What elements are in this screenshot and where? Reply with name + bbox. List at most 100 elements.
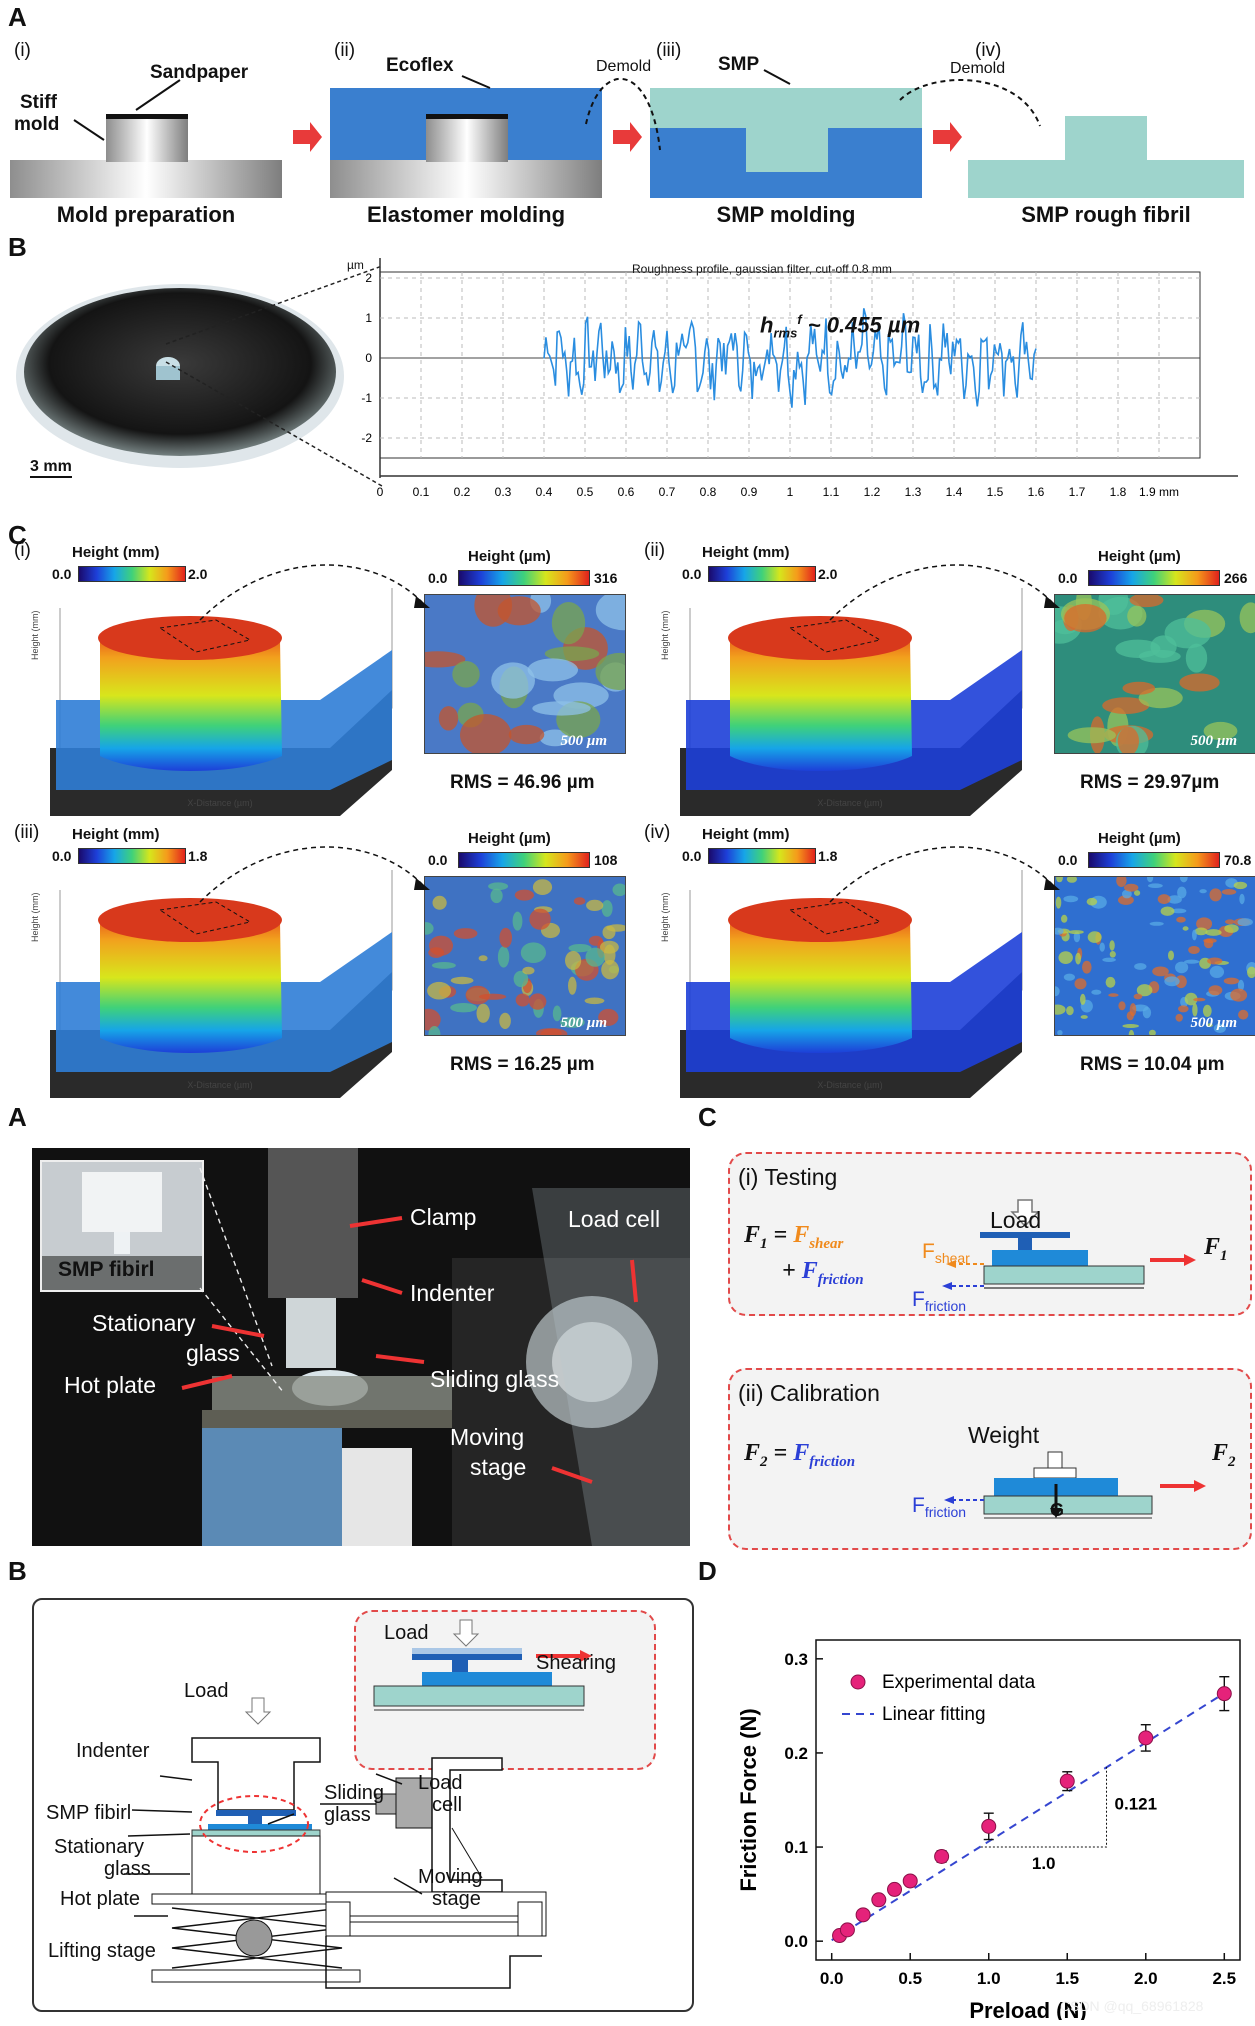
- topo-map-feature: [612, 883, 625, 897]
- topo-map-feature: [551, 602, 586, 645]
- topo-map-feature: [586, 899, 604, 911]
- roughness-annotation: hrmsf ~ 0.455 µm: [760, 312, 920, 341]
- friction-x-tick-label: 2.5: [1212, 1969, 1236, 1988]
- topo-map-feature: [1148, 883, 1163, 888]
- topo-hum-label: Height (µm): [468, 830, 551, 847]
- watermark: CSDN @qq_68961828: [1060, 1998, 1204, 2014]
- topo-map-feature: [1237, 918, 1253, 927]
- topo-hmm-label: Height (mm): [702, 826, 790, 843]
- topography-panel: (i) Height (mm) 0.0 2.0 Height (µm) 0.0 …: [10, 540, 630, 820]
- topo-map-feature: [1134, 963, 1147, 970]
- eq-ffriction: F: [801, 1258, 818, 1284]
- topo-zoom-arrow: [199, 564, 430, 621]
- schematic-stationary: Stationary: [54, 1836, 145, 1858]
- topo-map-feature: [529, 908, 551, 930]
- topo-map-feature: [1147, 877, 1154, 883]
- calibration-ffriction-label: Ffriction: [912, 1494, 966, 1520]
- roughness-profile-line: [543, 308, 1037, 408]
- topo-surface-map: 500 µm: [424, 594, 626, 754]
- roughness-grid: [379, 258, 1238, 478]
- topo-x-axis-label: X-Distance (µm): [817, 798, 882, 808]
- panel-letter-top-b: B: [8, 232, 27, 262]
- topo-hmm-min: 0.0: [682, 848, 702, 864]
- topo-map-feature: [1124, 883, 1139, 892]
- schematic-sliding: Sliding: [324, 1782, 385, 1804]
- topo-map-feature: [1116, 877, 1127, 887]
- friction-x-tick-label: 0.5: [898, 1969, 922, 1988]
- topo-fibril-top: [728, 616, 912, 660]
- topo-map-feature: [1202, 1004, 1212, 1017]
- eq2-equals: =: [767, 1440, 794, 1466]
- calibration-f2-label: F2: [1212, 1440, 1236, 1471]
- inset-photo: SMP fibirl: [40, 1160, 204, 1292]
- topo-map-feature: [491, 662, 535, 699]
- topo-map-feature: [1061, 914, 1068, 923]
- step-roman-3: (iii): [656, 40, 682, 61]
- eq2-ffriction-sub: friction: [809, 1453, 856, 1470]
- roughness-x-tick: 1.3: [905, 485, 922, 499]
- roughness-x-tick: 0.1: [413, 485, 430, 499]
- topo-map-feature: [453, 928, 478, 939]
- topo-map-feature: [1160, 906, 1175, 916]
- topo-hmm-max: 1.8: [188, 848, 208, 864]
- eq-f1: F: [744, 1222, 761, 1248]
- topo-map-drawing: 500 µm: [425, 595, 625, 753]
- topo-map-feature: [1056, 877, 1063, 883]
- topo-map-feature: [584, 997, 605, 1005]
- topo-map-feature: [1225, 919, 1235, 925]
- eq-fshear: F: [793, 1222, 810, 1248]
- roughness-x-tick: 0.2: [454, 485, 471, 499]
- topo-zoom-arrow: [829, 564, 1060, 621]
- topo-map-feature: [606, 924, 625, 932]
- topo-roman: (ii): [644, 540, 666, 561]
- topo-zoom-path: [199, 846, 423, 903]
- topo-map-feature: [1128, 1029, 1135, 1035]
- topo-map-feature: [1105, 976, 1116, 988]
- topo-map-feature: [1175, 961, 1189, 974]
- photo-label-glass: glass: [186, 1340, 240, 1366]
- topo-map-feature: [1086, 897, 1098, 906]
- testing-title: (i) Testing: [738, 1164, 838, 1190]
- topo-hmm-label: Height (mm): [702, 544, 790, 561]
- topo-map-feature: [598, 1008, 619, 1026]
- annotation-value: ~ 0.455 µm: [801, 312, 921, 338]
- topo-map-feature: [1213, 1023, 1226, 1033]
- roughness-x-tick: 0: [377, 485, 384, 499]
- schematic-lifting-stage: Lifting stage: [48, 1940, 156, 1962]
- topo-map-feature: [1066, 1006, 1074, 1016]
- topo-map-feature: [532, 701, 591, 716]
- topo-map-feature: [1136, 984, 1153, 997]
- topo-hum-min: 0.0: [1058, 852, 1078, 868]
- topo-map-feature: [1075, 952, 1081, 965]
- topo-hmm-colorbar: [78, 848, 186, 864]
- topo-map-feature: [1122, 1024, 1139, 1028]
- topo-map-feature: [1055, 927, 1064, 935]
- photo-label-sliding-glass: Sliding glass: [430, 1366, 560, 1392]
- schematic-shearing: Shearing: [536, 1652, 617, 1674]
- topo-map-feature: [1239, 602, 1255, 634]
- topo-y-axis-label: Height (mm): [660, 610, 670, 660]
- topo-map-feature: [1152, 966, 1169, 977]
- topo-map-feature: [1118, 895, 1134, 905]
- roughness-x-tick: 0.9: [741, 485, 758, 499]
- topo-fibril-top: [98, 616, 282, 660]
- fshear-f: F: [922, 1240, 935, 1263]
- topo-map-feature: [460, 714, 512, 753]
- topo-map-feature: [1247, 966, 1255, 978]
- topo-surface-map: 500 µm: [1054, 876, 1255, 1036]
- topo-hmm-max: 1.8: [818, 848, 838, 864]
- ffriction-f: F: [912, 1288, 925, 1311]
- topo-map-feature: [427, 981, 452, 1000]
- topo-map-feature: [1182, 926, 1189, 931]
- topo-map-feature: [540, 1028, 568, 1035]
- step-roman-1: (i): [14, 40, 31, 61]
- topo-map-feature: [568, 976, 577, 995]
- topo-map-feature: [1207, 1023, 1213, 1028]
- cal-ffriction-sub: friction: [924, 1504, 967, 1521]
- topo-map-feature: [552, 1005, 562, 1022]
- topo-map-feature: [431, 962, 456, 969]
- topo-map-feature: [1099, 942, 1105, 952]
- data-point: [871, 1892, 887, 1908]
- topo-map-feature: [1223, 977, 1240, 985]
- topo-map-feature: [1209, 965, 1225, 978]
